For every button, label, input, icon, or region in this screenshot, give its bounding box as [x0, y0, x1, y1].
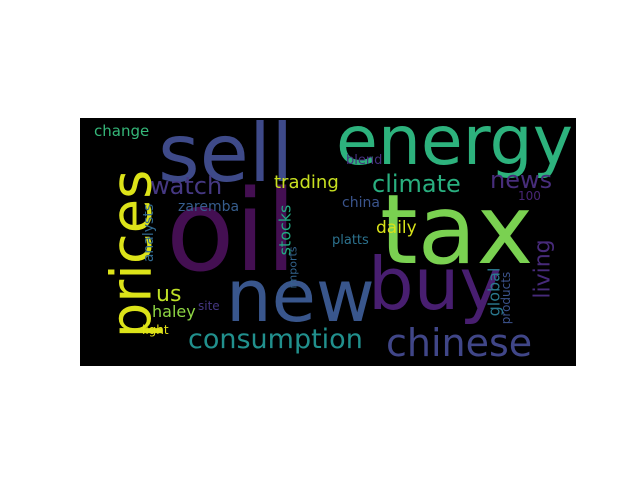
word-light: light	[142, 323, 169, 337]
word-analysts: analysts	[141, 203, 158, 263]
word-buy: buy	[368, 242, 502, 326]
word-us: us	[156, 282, 182, 307]
word-daily: daily	[376, 218, 417, 238]
word-platts: platts	[332, 233, 369, 248]
word-tax: tax	[380, 174, 534, 286]
word-consumption: consumption	[188, 324, 363, 355]
word-change: change	[94, 122, 150, 140]
word-products: products	[499, 271, 514, 325]
word-chinese: chinese	[386, 321, 533, 365]
word-imports: imports	[286, 246, 300, 289]
word-new: new	[226, 254, 375, 338]
word-news: news	[490, 166, 553, 194]
word-china: china	[342, 195, 380, 211]
word-watch: watch	[150, 172, 223, 200]
word-100: 100	[518, 189, 541, 203]
word-energy: energy	[336, 118, 573, 181]
word-trading: trading	[274, 172, 339, 193]
word-site: site	[198, 299, 220, 313]
word-sell: sell	[158, 118, 294, 200]
word-haley: haley	[152, 302, 196, 321]
word-climate: climate	[372, 170, 461, 198]
word-cloud: oil tax energy sell new buy prices chine…	[80, 118, 576, 366]
word-blend: blend	[346, 153, 383, 168]
word-living: living	[530, 239, 556, 299]
word-oil: oil	[166, 167, 297, 297]
word-zaremba: zaremba	[178, 199, 240, 215]
